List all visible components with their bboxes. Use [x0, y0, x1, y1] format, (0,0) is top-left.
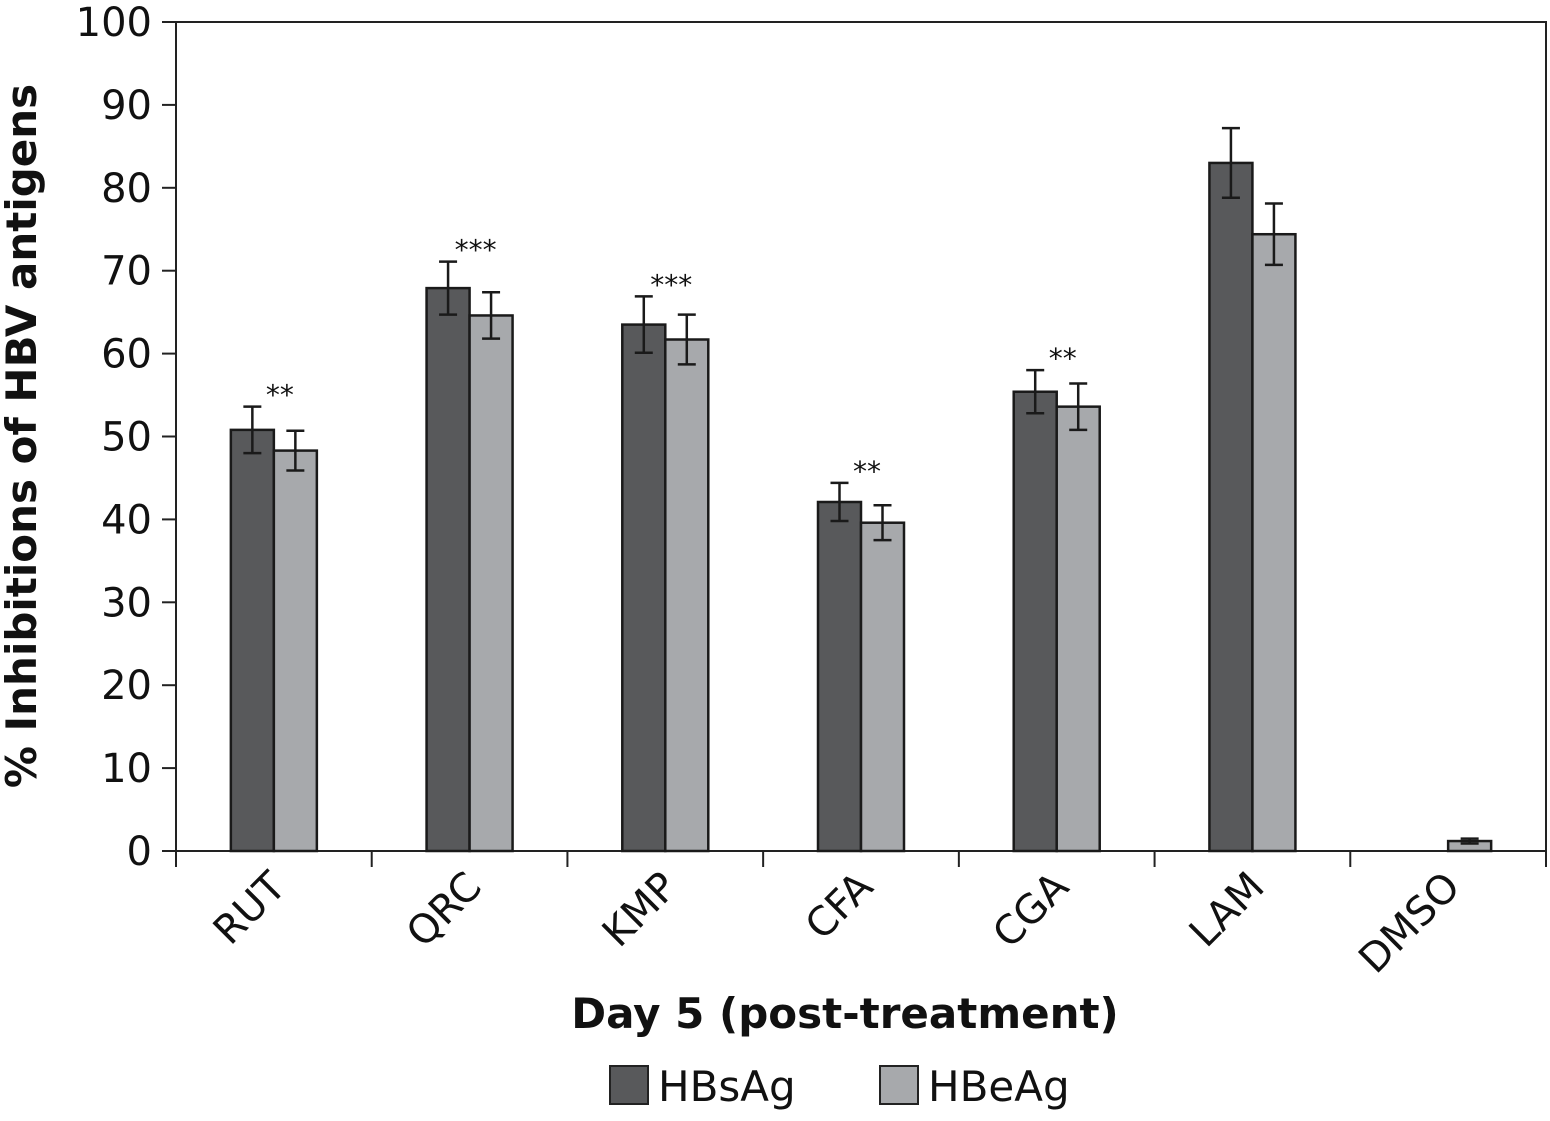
legend: HBsAg HBeAg	[609, 1062, 1070, 1111]
y-axis-title: % Inhibitions of HBV antigens	[0, 84, 46, 788]
significance-label: **	[853, 455, 881, 488]
bar-hbeag	[1251, 232, 1297, 853]
bar-hbeag	[859, 521, 906, 853]
y-tick-label: 80	[101, 166, 152, 212]
y-tick-label: 90	[101, 83, 152, 129]
bar-hbeag	[272, 449, 319, 853]
y-axis: 0 10 20 30 40 50 60 70 80 90 100	[76, 0, 176, 875]
legend-swatch-hbsag	[609, 1065, 649, 1105]
bar-hbeag	[664, 338, 710, 853]
y-tick-label: 100	[76, 0, 152, 46]
x-category-label: RUT	[205, 863, 296, 954]
x-category-label: KMP	[594, 864, 687, 957]
x-category-label: CFA	[797, 863, 883, 949]
bar-hbeag	[468, 314, 514, 853]
bar-hbeag	[1055, 405, 1101, 853]
x-category-label: QRC	[398, 864, 491, 957]
bar-hbsag	[229, 428, 276, 853]
legend-label-hbeag: HBeAg	[928, 1062, 1070, 1111]
legend-swatch-hbeag	[879, 1065, 919, 1105]
y-tick-label: 0	[127, 829, 152, 875]
bar-hbsag	[816, 500, 863, 853]
y-tick-label: 50	[101, 415, 152, 461]
x-category-label: DMSO	[1350, 864, 1469, 983]
y-tick-label: 20	[101, 663, 152, 709]
significance-group: ************	[266, 234, 1077, 488]
bar-hbsag	[425, 286, 471, 853]
bar-hbsag	[1012, 390, 1058, 853]
bar-hbsag	[1208, 161, 1254, 853]
x-axis-title: Day 5 (post-treatment)	[571, 989, 1119, 1038]
x-category-label: CGA	[984, 863, 1078, 957]
significance-label: ***	[650, 268, 692, 301]
bar-hbsag	[621, 323, 667, 853]
error-bars-group	[243, 126, 1479, 845]
significance-label: ***	[455, 234, 497, 267]
significance-label: **	[266, 379, 294, 412]
bars-group	[229, 161, 1493, 853]
y-tick-label: 30	[101, 580, 152, 626]
legend-label-hbsag: HBsAg	[658, 1062, 796, 1111]
x-category-label: LAM	[1181, 864, 1274, 957]
significance-label: **	[1049, 342, 1077, 375]
y-tick-label: 40	[101, 497, 152, 543]
y-tick-label: 10	[101, 746, 152, 792]
y-tick-label: 70	[101, 249, 152, 295]
y-tick-label: 60	[101, 332, 152, 378]
x-axis: RUT QRC KMP CFA CGA LAM DMSO	[175, 851, 1547, 983]
